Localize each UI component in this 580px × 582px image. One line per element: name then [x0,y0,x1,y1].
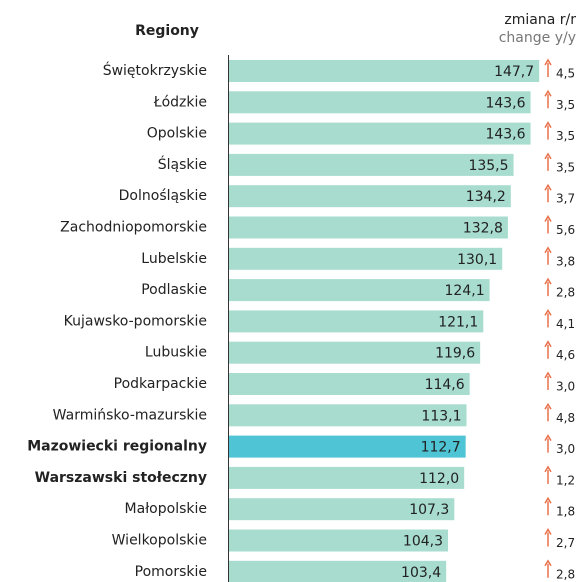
bar [229,435,466,458]
value-label: 147,7 [494,64,534,80]
category-label: Małopolskie [125,501,207,517]
bar [229,529,449,552]
value-label: 104,3 [403,534,443,550]
bar [229,279,490,302]
change-title: zmiana r/r [504,12,576,28]
change-label: 4,1 [556,317,575,331]
value-label: 103,4 [401,565,441,581]
bar [229,560,447,582]
change-label: 2,8 [556,567,575,581]
value-label: 135,5 [468,158,508,174]
change-arrow [544,340,552,359]
bar [229,122,531,145]
change-arrow [544,152,552,171]
change-subtitle: change y/y [499,30,576,46]
category-label: Podlaskie [141,282,207,298]
change-label: 4,6 [556,348,575,362]
value-label: 143,6 [485,127,525,143]
value-label: 143,6 [485,95,525,111]
value-label: 114,6 [425,377,465,393]
change-arrow [544,121,552,140]
change-label: 2,7 [556,536,575,550]
value-label: 124,1 [445,283,485,299]
category-label: Mazowiecki regionalny [27,439,207,455]
change-arrow [544,496,552,516]
category-label: Śląskie [158,155,207,173]
bar [229,216,508,239]
category-label: Opolskie [147,126,207,142]
change-label: 1,8 [556,505,575,519]
change-arrow [544,465,552,484]
change-arrow [544,371,552,390]
change-arrow [544,308,552,328]
change-arrow [544,277,552,297]
bar [229,153,514,176]
bar [229,60,540,82]
category-label: Dolnośląskie [119,188,207,204]
change-label: 4,8 [556,411,575,425]
category-label: Zachodniopomorskie [60,220,207,236]
change-label: 2,8 [556,286,575,300]
change-label: 3,5 [556,160,575,174]
category-label: Warmińsko-mazurskie [53,407,207,423]
bar [229,91,531,114]
change-arrow [544,183,552,203]
change-label: 4,5 [556,67,575,81]
category-label: Lubuskie [145,345,207,361]
change-label: 3,7 [556,192,575,206]
value-label: 107,3 [409,502,449,518]
value-label: 134,2 [466,189,506,205]
value-label: 121,1 [438,314,478,330]
category-label: Łódzkie [153,94,207,110]
change-label: 3,5 [556,129,575,143]
bar [229,373,470,395]
category-label: Wielkopolskie [112,533,207,549]
category-label: Kujawsko-pomorskie [64,313,207,329]
value-label: 119,6 [435,346,475,362]
value-label: 112,7 [421,440,461,456]
bar [229,466,465,489]
value-label: 113,1 [421,408,461,424]
change-label: 1,2 [556,473,575,487]
change-label: 3,5 [556,98,575,112]
change-arrow [544,434,552,453]
category-label: Podkarpackie [114,376,207,392]
bar [229,341,481,364]
change-arrow [544,528,552,547]
category-label: Pomorskie [135,564,207,580]
change-arrow [544,89,552,109]
change-arrow [544,559,552,578]
change-label: 3,0 [556,380,575,394]
bar [229,404,467,427]
category-header: Regiony [135,23,199,39]
value-label: 112,0 [419,471,459,487]
bar [229,185,511,208]
change-arrow [544,402,552,422]
bar [229,247,503,270]
bar [229,498,455,521]
category-label: Lubelskie [141,251,207,267]
value-label: 130,1 [457,252,497,268]
category-label: Świętokrzyskie [103,61,207,79]
bar [229,310,484,333]
change-label: 3,8 [556,254,575,268]
change-label: 5,6 [556,223,575,237]
value-label: 132,8 [463,221,503,237]
category-label: Warszawski stołeczny [35,470,207,486]
change-label: 3,0 [556,442,575,456]
change-arrow [544,215,552,234]
change-arrow [544,58,552,77]
change-arrow [544,246,552,265]
